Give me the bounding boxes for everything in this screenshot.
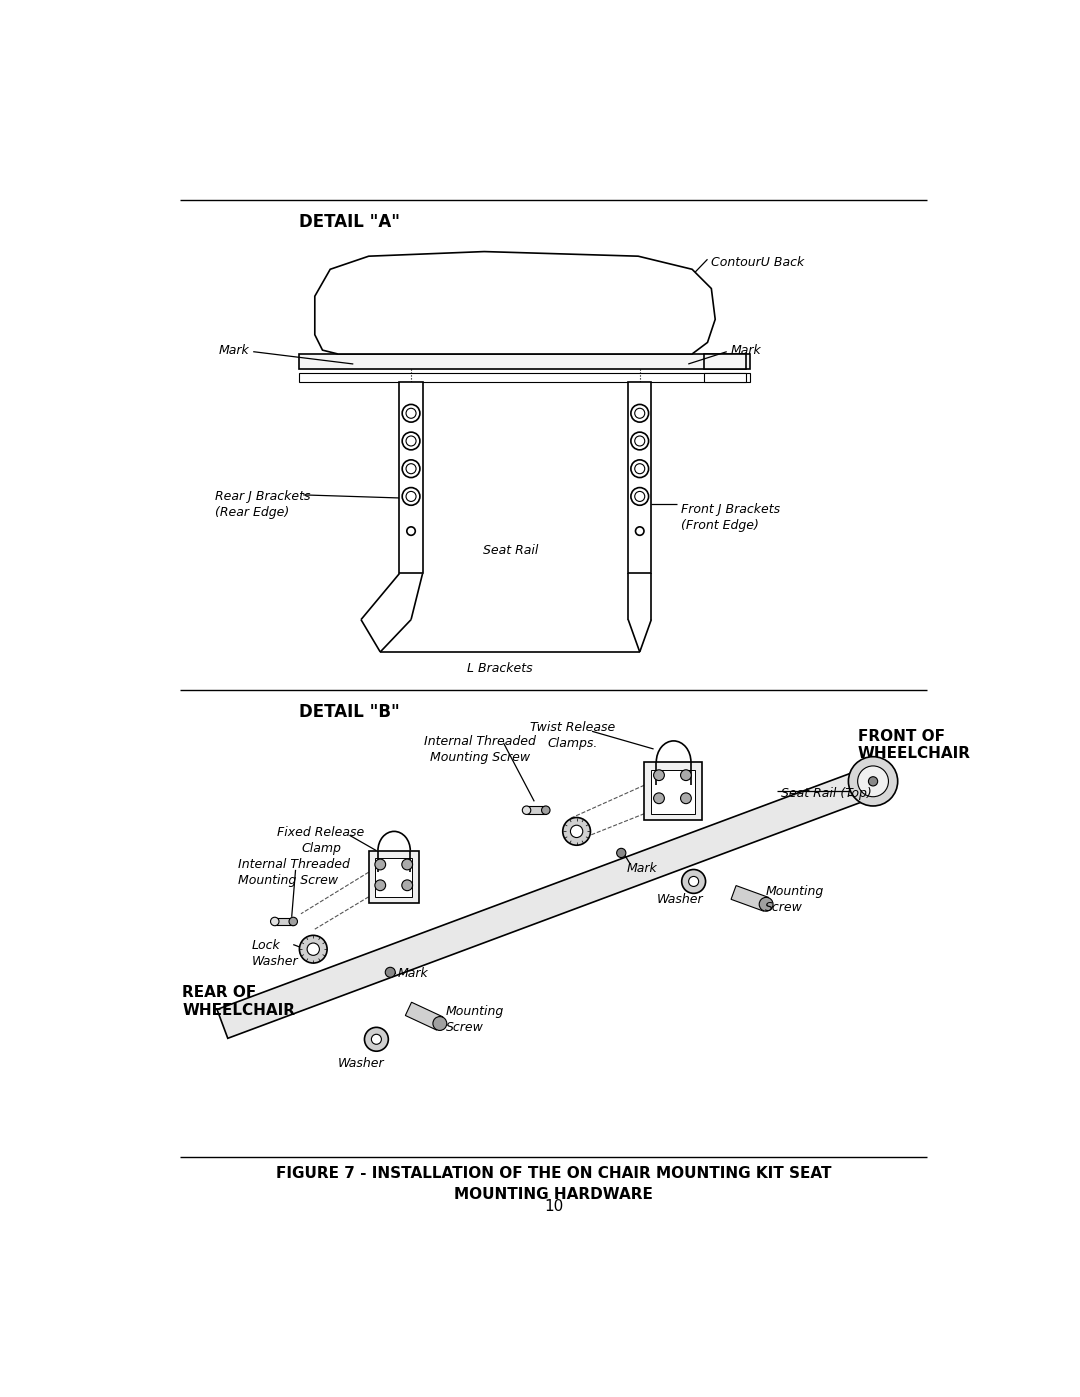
Polygon shape (405, 1002, 443, 1030)
Circle shape (631, 488, 649, 506)
Circle shape (402, 880, 413, 891)
Circle shape (402, 404, 420, 422)
Circle shape (406, 492, 416, 502)
Circle shape (689, 876, 699, 887)
Polygon shape (731, 886, 769, 911)
Circle shape (375, 859, 386, 870)
Circle shape (858, 766, 889, 796)
Circle shape (402, 460, 420, 478)
Circle shape (759, 897, 773, 911)
Text: Seat Rail: Seat Rail (484, 543, 539, 557)
Circle shape (372, 1034, 381, 1045)
Text: Mounting
Screw: Mounting Screw (766, 886, 824, 914)
Circle shape (563, 817, 591, 845)
Bar (375, 858, 411, 897)
Circle shape (406, 436, 416, 446)
Circle shape (635, 408, 645, 418)
Text: Mark: Mark (397, 967, 429, 981)
Text: Seat Rail (Top): Seat Rail (Top) (781, 788, 872, 800)
Polygon shape (217, 767, 878, 1038)
Circle shape (406, 408, 416, 418)
Text: Mounting
Screw: Mounting Screw (446, 1004, 504, 1034)
Circle shape (617, 848, 626, 858)
Circle shape (402, 488, 420, 506)
Bar (527, 806, 545, 814)
Circle shape (681, 869, 705, 893)
Circle shape (386, 967, 395, 978)
Circle shape (364, 1027, 389, 1051)
Circle shape (653, 793, 664, 803)
Circle shape (868, 777, 878, 787)
Circle shape (289, 918, 297, 926)
Circle shape (406, 464, 416, 474)
Text: Lock
Washer: Lock Washer (252, 939, 298, 968)
Text: 10: 10 (544, 1199, 563, 1214)
Text: FIGURE 7 - INSTALLATION OF THE ON CHAIR MOUNTING KIT SEAT
MOUNTING HARDWARE: FIGURE 7 - INSTALLATION OF THE ON CHAIR … (275, 1166, 832, 1203)
Circle shape (635, 492, 645, 502)
Circle shape (631, 460, 649, 478)
Text: Mark: Mark (730, 344, 761, 356)
Circle shape (407, 527, 416, 535)
Circle shape (402, 432, 420, 450)
Text: DETAIL "B": DETAIL "B" (299, 703, 401, 721)
Text: Front J Brackets
(Front Edge): Front J Brackets (Front Edge) (680, 503, 780, 532)
Circle shape (402, 859, 413, 870)
Circle shape (270, 918, 279, 926)
Text: Internal Threaded
Mounting Screw: Internal Threaded Mounting Screw (424, 735, 537, 764)
Text: Twist Release
Clamps.: Twist Release Clamps. (530, 721, 616, 750)
Bar (368, 851, 419, 902)
Circle shape (631, 432, 649, 450)
Bar (299, 373, 750, 383)
Bar (274, 918, 294, 925)
Text: Mark: Mark (626, 862, 658, 875)
Circle shape (849, 757, 897, 806)
Circle shape (299, 936, 327, 963)
Bar (400, 383, 422, 573)
Circle shape (635, 436, 645, 446)
Text: DETAIL "A": DETAIL "A" (299, 214, 401, 231)
Circle shape (680, 770, 691, 781)
Circle shape (523, 806, 530, 814)
Circle shape (433, 1017, 447, 1031)
Text: Mark: Mark (218, 344, 249, 356)
Bar (299, 353, 750, 369)
Circle shape (541, 806, 550, 814)
Text: Rear J Brackets
(Rear Edge): Rear J Brackets (Rear Edge) (215, 490, 310, 520)
Circle shape (570, 826, 583, 838)
Circle shape (635, 527, 644, 535)
Text: L Brackets: L Brackets (467, 662, 532, 675)
PathPatch shape (314, 251, 715, 353)
Circle shape (653, 770, 664, 781)
Text: REAR OF
WHEELCHAIR: REAR OF WHEELCHAIR (183, 985, 295, 1018)
Circle shape (375, 880, 386, 891)
Text: Fixed Release
Clamp: Fixed Release Clamp (278, 826, 365, 855)
Text: ContourU Back: ContourU Back (712, 256, 805, 270)
Circle shape (631, 404, 649, 422)
Bar (629, 383, 651, 573)
Text: Internal Threaded
Mounting Screw: Internal Threaded Mounting Screw (238, 858, 350, 887)
Bar (645, 763, 702, 820)
Circle shape (307, 943, 320, 956)
Bar (651, 770, 696, 813)
Circle shape (635, 464, 645, 474)
Text: Washer: Washer (338, 1058, 384, 1070)
Circle shape (680, 793, 691, 803)
Text: FRONT OF
WHEELCHAIR: FRONT OF WHEELCHAIR (858, 729, 971, 761)
Bar (704, 353, 746, 369)
Text: Washer: Washer (658, 893, 704, 907)
Bar (704, 373, 746, 383)
